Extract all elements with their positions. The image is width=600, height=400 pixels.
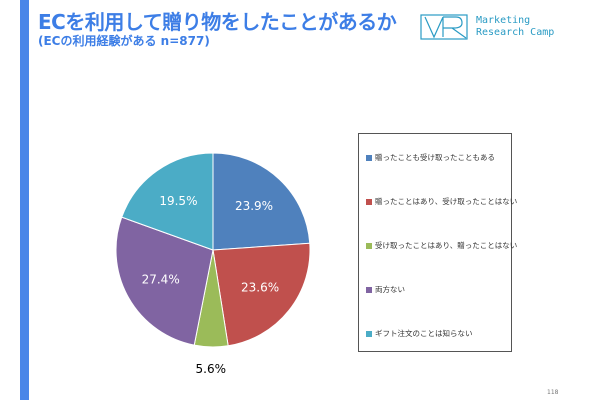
legend-item: 受け取ったことはあり、贈ったことはない <box>366 240 517 251</box>
logo: Marketing Research Camp <box>420 14 554 40</box>
pie-slice <box>212 152 311 251</box>
legend-swatch <box>366 286 372 293</box>
pie-slice <box>115 216 214 346</box>
data-label: 5.6% <box>196 362 227 376</box>
legend-label: 贈ったことはあり、受け取ったことはない <box>375 197 518 206</box>
logo-mark-icon <box>420 14 468 40</box>
data-label: 23.6% <box>241 280 279 294</box>
page-number: 118 <box>547 389 559 396</box>
legend-item: 贈ったことも受け取ったこともある <box>366 152 495 163</box>
page-subtitle: (ECの利用経験がある n=877) <box>38 34 210 48</box>
legend-label: ギフト注文のことは知らない <box>375 329 473 338</box>
logo-line1: Marketing <box>476 15 531 26</box>
legend-item: 両方ない <box>366 284 405 295</box>
legend-label: 受け取ったことはあり、贈ったことはない <box>375 241 518 250</box>
legend-swatch <box>366 242 372 249</box>
accent-bar <box>20 0 29 400</box>
logo-line2: Research Camp <box>476 27 555 38</box>
page-title: ECを利用して贈り物をしたことがあるか <box>38 10 397 34</box>
data-label: 19.5% <box>159 194 197 208</box>
legend-label: 贈ったことも受け取ったこともある <box>375 153 495 162</box>
legend-swatch <box>366 154 372 161</box>
pie-slice <box>212 242 311 347</box>
legend-swatch <box>366 198 372 205</box>
data-label: 23.9% <box>235 199 273 213</box>
legend: 贈ったことも受け取ったこともある贈ったことはあり、受け取ったことはない 受け取った… <box>358 133 517 352</box>
data-label: 27.4% <box>142 273 180 287</box>
legend-label: 両方ない <box>375 285 405 294</box>
legend-swatch <box>366 330 372 337</box>
legend-item: ギフト注文のことは知らない <box>366 328 473 339</box>
pie-slice <box>121 152 214 251</box>
legend-item: 贈ったことはあり、受け取ったことはない <box>366 196 517 207</box>
